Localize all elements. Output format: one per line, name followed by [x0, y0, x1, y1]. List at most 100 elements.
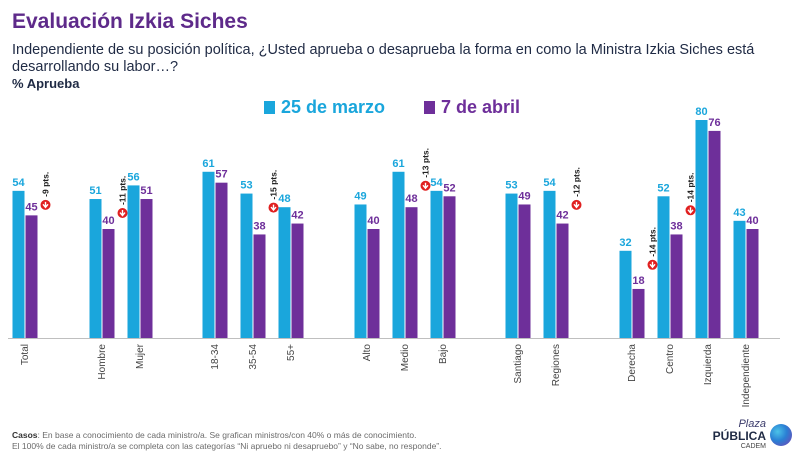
down-arrow-glyph — [649, 261, 656, 269]
bar-25-marzo — [505, 193, 518, 338]
change-label: -14 pts. — [648, 227, 658, 257]
bar-7-abril — [746, 229, 759, 338]
category-label: Izquierda — [703, 344, 714, 386]
page-title: Evaluación Izkia Siches — [12, 10, 248, 33]
data-label-25-marzo: 54 — [543, 177, 556, 189]
data-label-7-abril: 38 — [253, 220, 265, 232]
bar-7-abril — [443, 196, 456, 338]
category-label: 35-54 — [248, 344, 259, 370]
category-label: Alto — [362, 344, 373, 362]
data-label-25-marzo: 32 — [619, 237, 631, 249]
data-label-25-marzo: 54 — [430, 177, 443, 189]
bar-25-marzo — [127, 185, 140, 338]
data-label-7-abril: 40 — [746, 215, 758, 227]
data-label-7-abril: 45 — [25, 201, 37, 213]
legend-swatch-series1 — [264, 100, 275, 114]
category-label: Santiago — [513, 344, 524, 384]
data-label-7-abril: 51 — [140, 185, 152, 197]
category-label: Mujer — [135, 343, 146, 369]
data-label-7-abril: 40 — [102, 215, 114, 227]
down-arrow-glyph — [42, 201, 49, 209]
data-label-7-abril: 42 — [556, 210, 568, 222]
bar-7-abril — [25, 215, 38, 338]
category-label: Regiones — [551, 344, 562, 386]
footer-casos-label: Casos — [12, 430, 38, 440]
data-label-7-abril: 48 — [405, 193, 417, 205]
data-label-25-marzo: 49 — [354, 190, 366, 202]
data-label-7-abril: 42 — [291, 210, 303, 222]
bar-25-marzo — [430, 190, 443, 338]
down-arrow-glyph — [573, 201, 580, 209]
bar-25-marzo — [278, 207, 291, 338]
data-label-25-marzo: 80 — [695, 106, 707, 118]
bar-7-abril — [140, 199, 153, 338]
bar-25-marzo — [354, 204, 367, 338]
bar-25-marzo — [202, 171, 215, 338]
bar-7-abril — [291, 223, 304, 338]
data-label-25-marzo: 53 — [505, 180, 517, 192]
data-label-7-abril: 49 — [518, 190, 530, 202]
data-label-25-marzo: 43 — [733, 207, 745, 219]
data-label-7-abril: 57 — [215, 169, 227, 181]
bar-25-marzo — [657, 196, 670, 338]
category-label: Centro — [665, 344, 676, 374]
data-label-25-marzo: 61 — [392, 158, 404, 170]
bar-25-marzo — [89, 199, 102, 338]
data-label-7-abril: 76 — [708, 117, 720, 129]
category-label: 55+ — [286, 344, 297, 361]
down-arrow-glyph — [119, 210, 126, 217]
category-label: Medio — [400, 344, 411, 372]
bar-25-marzo — [619, 250, 632, 338]
legend-label-series1: 25 de marzo — [281, 96, 386, 117]
down-arrow-glyph — [687, 207, 694, 214]
bar-25-marzo — [695, 120, 708, 338]
category-label: Derecha — [627, 344, 638, 382]
change-label: -12 pts. — [572, 167, 582, 197]
change-label: -11 pts. — [118, 176, 128, 205]
survey-question: Independiente de su posición política, ¿… — [12, 42, 755, 75]
change-label: -9 pts. — [41, 172, 51, 197]
legend-item-series2: 7 de abril — [424, 97, 520, 117]
data-label-7-abril: 40 — [367, 215, 379, 227]
logo-mark-icon — [770, 424, 792, 446]
logo-plaza-text: Plaza — [738, 418, 766, 430]
category-label: Total — [20, 344, 31, 365]
bar-7-abril — [102, 229, 115, 338]
logo-cadem-text: CADEM — [740, 443, 766, 450]
bar-25-marzo — [12, 190, 25, 338]
change-label: -14 pts. — [686, 173, 696, 203]
bar-7-abril — [253, 234, 266, 338]
logo-publica-text: PÚBLICA — [712, 429, 766, 443]
down-arrow-glyph — [270, 204, 277, 212]
change-label: -13 pts. — [421, 148, 431, 178]
bar-7-abril — [367, 229, 380, 338]
plaza-publica-logo: Plaza PÚBLICA CADEM — [700, 418, 796, 456]
data-label-7-abril: 18 — [632, 275, 644, 287]
data-label-25-marzo: 48 — [278, 193, 290, 205]
footer-line2: El 100% de cada ministro/a se completa c… — [12, 441, 442, 451]
bar-7-abril — [215, 182, 228, 338]
bar-7-abril — [670, 234, 683, 338]
bar-7-abril — [405, 207, 418, 338]
footer-note: Casos: En base a conocimiento de cada mi… — [12, 430, 632, 452]
bar-25-marzo — [392, 171, 405, 338]
legend-label-series2: 7 de abril — [441, 96, 521, 117]
bar-25-marzo — [733, 220, 746, 338]
change-label: -15 pts. — [269, 170, 279, 200]
data-label-25-marzo: 56 — [127, 171, 139, 183]
down-arrow-glyph — [422, 182, 429, 190]
legend-item-series1: 25 de marzo — [264, 97, 385, 117]
bar-7-abril — [632, 288, 645, 338]
data-label-25-marzo: 52 — [657, 182, 669, 194]
category-label: Bajo — [438, 344, 449, 364]
bar-7-abril — [518, 204, 531, 338]
legend-swatch-series2 — [424, 100, 435, 114]
metric-label: % Aprueba — [12, 76, 80, 91]
category-label: 18-34 — [210, 344, 221, 370]
data-label-25-marzo: 54 — [12, 177, 25, 189]
bar-25-marzo — [543, 190, 556, 338]
category-label: Hombre — [97, 344, 108, 380]
data-label-25-marzo: 51 — [89, 185, 101, 197]
data-label-7-abril: 52 — [443, 182, 455, 194]
